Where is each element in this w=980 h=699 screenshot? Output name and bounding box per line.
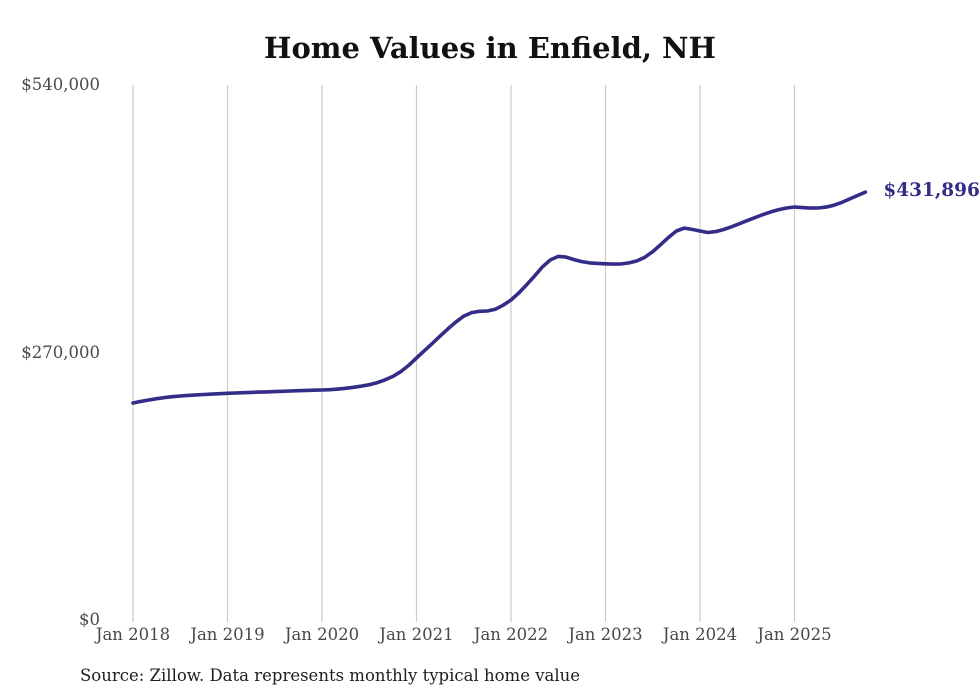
latest-value-label: $431,896 [883, 180, 980, 202]
home-value-line [131, 190, 868, 405]
y-axis-tick-label: $0 [79, 610, 100, 629]
x-axis-tick-label: Jan 2021 [379, 625, 454, 644]
source-note: Source: Zillow. Data represents monthly … [80, 666, 581, 685]
x-axis-tick-label: Jan 2019 [190, 625, 265, 644]
y-axis-tick-label: $540,000 [21, 75, 100, 94]
y-axis-tick-label: $270,000 [21, 342, 100, 362]
x-axis-tick-label: Jan 2020 [284, 625, 360, 644]
x-axis-tick-label: Jan 2024 [662, 625, 738, 644]
x-axis-tick-label: Jan 2018 [95, 625, 171, 644]
x-axis-tick-label: Jan 2022 [473, 625, 549, 644]
x-axis-tick-label: Jan 2023 [568, 625, 643, 644]
x-axis-tick-label: Jan 2025 [757, 625, 832, 644]
chart-title: Home Values in Enfield, NH [264, 31, 716, 65]
